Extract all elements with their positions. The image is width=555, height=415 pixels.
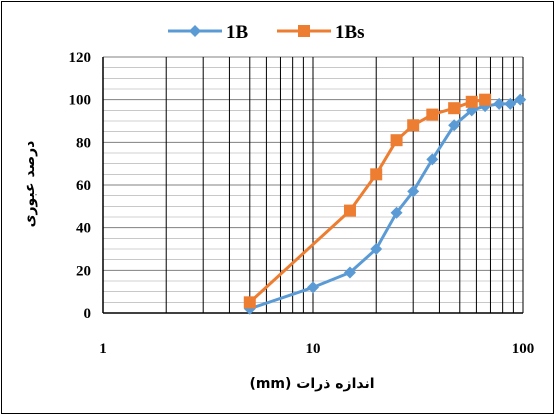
data-point-1Bs <box>370 168 383 181</box>
legend-label-1Bs: 1Bs <box>335 22 365 43</box>
chart-series <box>243 93 527 315</box>
y-tick-label: 80 <box>76 135 91 151</box>
legend-label-1B: 1B <box>226 22 249 43</box>
legend-marker-1Bs <box>298 25 310 37</box>
data-point-1B <box>343 266 356 279</box>
data-point-1B <box>504 97 517 110</box>
data-point-1Bs <box>390 134 403 147</box>
data-point-1B <box>493 97 506 110</box>
data-point-1B <box>448 119 461 132</box>
data-point-1Bs <box>465 95 478 108</box>
y-tick-label: 120 <box>69 50 92 66</box>
chart-grid <box>102 56 524 314</box>
data-point-1B <box>426 153 439 166</box>
data-point-1Bs <box>426 108 439 121</box>
data-point-1B <box>407 185 420 198</box>
y-tick-label: 20 <box>76 263 91 279</box>
x-tick-label: 1 <box>99 341 107 357</box>
data-point-1Bs <box>243 296 256 309</box>
legend-marker-1B <box>189 25 201 37</box>
x-axis-title: اندازه ذرات (mm) <box>249 376 374 392</box>
x-tick-label: 100 <box>512 341 535 357</box>
y-axis-title: درصد عبوری <box>22 141 38 228</box>
chart-axes <box>102 57 523 314</box>
y-tick-label: 40 <box>76 221 91 237</box>
x-tick-label: 10 <box>306 341 321 357</box>
data-point-1B <box>514 93 527 106</box>
data-point-1Bs <box>407 119 420 132</box>
series-line-1B <box>249 98 521 311</box>
data-point-1Bs <box>448 102 461 115</box>
y-tick-label: 0 <box>84 306 92 322</box>
data-point-1Bs <box>343 204 356 217</box>
y-tick-label: 60 <box>76 178 91 194</box>
y-tick-label: 100 <box>69 93 92 109</box>
legend: 1B 1Bs <box>168 22 365 43</box>
data-point-1Bs <box>479 93 492 106</box>
data-point-1B <box>307 281 319 294</box>
data-point-1B <box>390 206 403 219</box>
data-point-1B <box>370 243 383 255</box>
